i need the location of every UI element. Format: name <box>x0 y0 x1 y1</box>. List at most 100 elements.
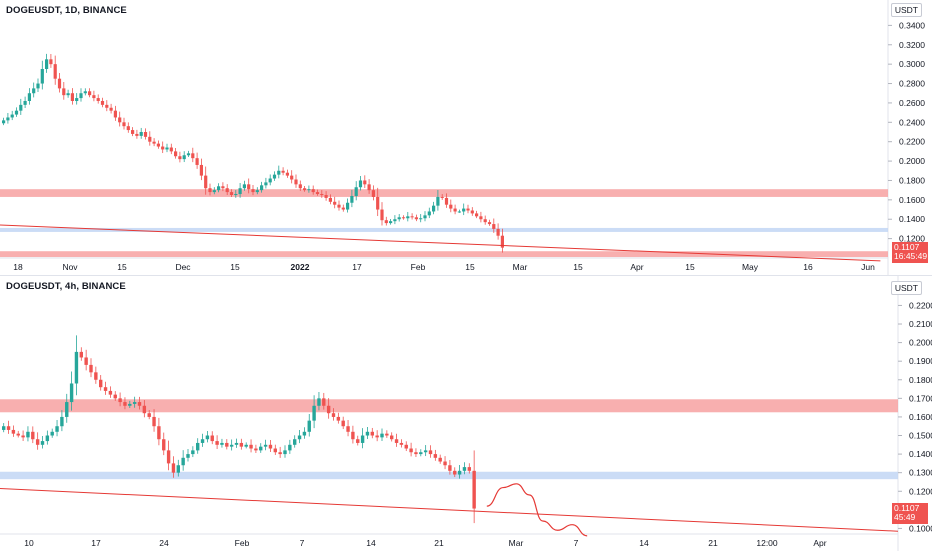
candle-body <box>423 450 428 453</box>
candle <box>139 127 143 139</box>
candle-body <box>341 420 345 427</box>
y-tick-label: 0.1600 <box>909 412 932 422</box>
candle <box>432 201 436 215</box>
candle <box>399 439 404 448</box>
candle <box>132 396 137 408</box>
candle-body <box>467 467 471 471</box>
candle-body <box>285 172 289 176</box>
candle <box>298 180 302 191</box>
x-tick-label: 15 <box>573 262 583 272</box>
candle-body <box>27 93 31 101</box>
candle-body <box>409 448 413 453</box>
candle-body <box>100 100 105 105</box>
candle-body <box>371 190 375 197</box>
x-tick-label: 24 <box>159 538 169 548</box>
x-tick-label: 7 <box>300 538 305 548</box>
candle-body <box>249 444 253 449</box>
candle <box>457 209 461 213</box>
candle-body <box>320 194 324 196</box>
candle <box>166 440 171 471</box>
candle-body <box>126 126 130 131</box>
candle <box>40 60 44 90</box>
candle-body <box>65 402 69 417</box>
candle-body <box>475 213 479 217</box>
candle-body <box>178 156 182 160</box>
candle <box>152 409 156 432</box>
candle-body <box>457 470 462 475</box>
candle-body <box>99 379 103 388</box>
candle-body <box>324 195 328 198</box>
candle <box>260 181 264 193</box>
candle-body <box>380 433 384 438</box>
candle <box>204 166 208 195</box>
candle-body <box>365 431 370 436</box>
candle-body <box>174 151 178 157</box>
candle <box>234 190 238 198</box>
candle <box>273 444 277 455</box>
candle-body <box>336 416 341 421</box>
candle-body <box>118 398 122 403</box>
x-tick-label: Apr <box>630 262 643 272</box>
candle <box>384 216 388 226</box>
candle-body <box>239 442 244 447</box>
candle <box>191 147 195 163</box>
candle-body <box>55 426 59 432</box>
candle-body <box>268 444 273 449</box>
candle <box>466 204 470 214</box>
candle-body <box>294 179 298 185</box>
candle <box>423 211 427 222</box>
candle <box>162 432 166 456</box>
candle <box>285 169 289 178</box>
candle-body <box>288 444 292 451</box>
daily-unit-badge[interactable]: USDT <box>890 3 922 17</box>
y-tick-label: 0.1800 <box>909 375 932 385</box>
candle-body <box>96 98 100 101</box>
candle <box>385 430 389 438</box>
candle-body <box>449 204 453 209</box>
candle <box>406 211 410 222</box>
daily-chart-pane[interactable]: 0.3400 0.3200 0.3000 0.2800 0.2600 0.2400 0.22… <box>0 0 932 275</box>
candle-body <box>94 372 98 380</box>
y-tick-label: 0.3400 <box>899 20 925 30</box>
candle <box>324 191 328 201</box>
candle <box>251 184 255 196</box>
candle-body <box>367 184 371 191</box>
candle <box>234 438 239 448</box>
candle-body <box>108 390 113 395</box>
candle <box>259 443 263 453</box>
daily-chart-canvas[interactable]: 0.3400 0.3200 0.3000 0.2800 0.2600 0.2400 0.22… <box>0 0 932 275</box>
candle-body <box>331 413 336 417</box>
y-tick-label: 0.2400 <box>899 117 925 127</box>
candle <box>239 438 244 450</box>
candle <box>75 93 79 105</box>
candle-body <box>436 196 440 206</box>
four-hour-unit-badge[interactable]: USDT <box>890 281 922 295</box>
candle-body <box>69 383 74 403</box>
candle-body <box>161 146 165 150</box>
candle <box>83 88 87 96</box>
candle-body <box>376 196 380 210</box>
candle-body <box>448 465 452 471</box>
candle-body <box>191 153 195 159</box>
candle <box>268 439 273 452</box>
candle <box>143 128 148 140</box>
candle <box>152 138 156 147</box>
candle-body <box>165 147 169 150</box>
x-tick-label: 7 <box>574 538 579 548</box>
candle-body <box>123 402 127 406</box>
x-tick-label: 15 <box>230 262 240 272</box>
candle <box>221 182 225 192</box>
candle-body <box>312 405 316 421</box>
candle-body <box>328 197 332 202</box>
candle-body <box>414 217 418 220</box>
candle <box>186 150 191 158</box>
resistance-zone-2 <box>0 251 888 258</box>
candle <box>205 431 210 443</box>
candle-body <box>385 433 389 436</box>
candle-body <box>16 433 20 436</box>
candle <box>367 179 371 194</box>
four-hour-bar-countdown: 45:49 <box>894 512 916 523</box>
candle-body <box>45 59 49 69</box>
